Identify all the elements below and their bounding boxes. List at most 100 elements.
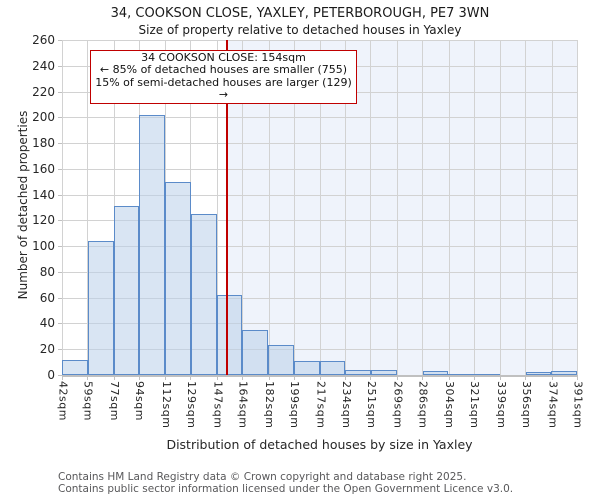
histogram-bar [62, 359, 88, 375]
x-gridline [396, 40, 398, 375]
x-tick [190, 376, 192, 380]
x-tick-label: 77sqm [108, 381, 122, 421]
histogram-bar [345, 369, 371, 375]
footer-credit-line1: Contains HM Land Registry data © Crown c… [58, 471, 467, 483]
histogram-bar [87, 241, 114, 375]
y-tick [58, 271, 62, 273]
page-subtitle: Size of property relative to detached ho… [138, 23, 462, 37]
y-tick [58, 168, 62, 170]
y-tick-label: 20 [39, 342, 55, 357]
y-tick-label: 80 [39, 264, 55, 279]
x-tick [165, 376, 167, 380]
x-gridline [525, 40, 527, 375]
y-tick-label: 180 [32, 136, 55, 151]
x-tick-label: 217sqm [314, 381, 328, 429]
y-tick-label: 220 [32, 84, 55, 99]
marker-annotation-box: 34 COOKSON CLOSE: 154sqm ← 85% of detach… [90, 50, 357, 104]
histogram-bar [319, 360, 346, 375]
x-tick [62, 376, 63, 380]
y-tick [58, 40, 62, 41]
x-gridline [242, 40, 244, 375]
x-tick [113, 376, 115, 380]
x-tick-label: 251sqm [364, 381, 378, 429]
y-gridline [62, 246, 577, 248]
y-gridline [62, 117, 577, 119]
x-tick-label: 374sqm [546, 381, 560, 429]
x-tick-label: 182sqm [263, 381, 277, 429]
y-tick-label: 240 [32, 58, 55, 73]
histogram-bar [165, 181, 191, 375]
x-tick-label: 199sqm [288, 381, 302, 429]
y-tick-label: 0 [47, 368, 55, 382]
histogram-bar [525, 372, 552, 375]
y-tick [58, 220, 62, 222]
y-gridline [62, 349, 577, 351]
x-gridline [293, 40, 295, 375]
x-tick [500, 376, 502, 380]
y-tick [58, 349, 62, 351]
x-tick [87, 376, 89, 380]
x-gridline [320, 40, 322, 375]
y-tick [58, 117, 62, 119]
x-axis-line [62, 375, 578, 377]
x-tick [396, 376, 398, 380]
histogram-bar [422, 371, 449, 375]
x-gridline [500, 40, 502, 375]
x-tick-label: 391sqm [571, 381, 585, 429]
x-gridline [62, 40, 63, 375]
y-tick [58, 143, 62, 145]
y-gridline [62, 168, 577, 170]
x-tick [370, 376, 372, 380]
x-gridline [551, 40, 553, 375]
y-gridline [62, 271, 577, 273]
y-gridline [62, 220, 577, 222]
x-tick [216, 376, 218, 380]
x-gridline [577, 40, 578, 375]
x-tick-label: 42sqm [56, 381, 70, 421]
x-tick-label: 286sqm [416, 381, 430, 429]
x-tick [268, 376, 270, 380]
y-tick [58, 65, 62, 67]
x-tick [448, 376, 450, 380]
histogram-bar [371, 369, 397, 375]
x-tick [320, 376, 322, 380]
y-tick [58, 194, 62, 196]
y-tick-label: 120 [32, 213, 55, 228]
histogram-bar [242, 329, 268, 375]
y-tick [58, 323, 62, 325]
x-tick [293, 376, 295, 380]
x-tick [138, 376, 140, 380]
y-tick-label: 160 [32, 161, 55, 176]
x-tick-label: 94sqm [133, 381, 147, 421]
y-tick-label: 40 [39, 316, 55, 331]
y-gridline [62, 40, 577, 41]
page-title: 34, COOKSON CLOSE, YAXLEY, PETERBOROUGH,… [110, 6, 490, 21]
x-tick-label: 321sqm [468, 381, 482, 429]
histogram-bar [293, 360, 320, 375]
x-tick-label: 304sqm [443, 381, 457, 429]
histogram-bar [113, 206, 140, 375]
y-tick-label: 200 [32, 110, 55, 125]
x-tick [551, 376, 553, 380]
y-tick [58, 246, 62, 248]
x-tick-label: 59sqm [81, 381, 95, 421]
x-axis-title: Distribution of detached houses by size … [166, 437, 473, 452]
y-tick [58, 91, 62, 93]
x-gridline [190, 40, 192, 375]
x-tick [525, 376, 527, 380]
histogram-bar [190, 213, 217, 375]
x-tick [345, 376, 347, 380]
x-tick [473, 376, 475, 380]
y-tick [58, 297, 62, 299]
x-tick-label: 164sqm [236, 381, 250, 429]
x-gridline [268, 40, 270, 375]
y-gridline [62, 143, 577, 145]
x-tick-label: 112sqm [159, 381, 173, 429]
x-tick-label: 129sqm [184, 381, 198, 429]
y-gridline [62, 194, 577, 196]
y-tick-label: 260 [32, 33, 55, 47]
x-tick-label: 269sqm [391, 381, 405, 429]
annotation-property-line: 34 COOKSON CLOSE: 154sqm [141, 51, 306, 64]
x-tick-label: 339sqm [494, 381, 508, 429]
